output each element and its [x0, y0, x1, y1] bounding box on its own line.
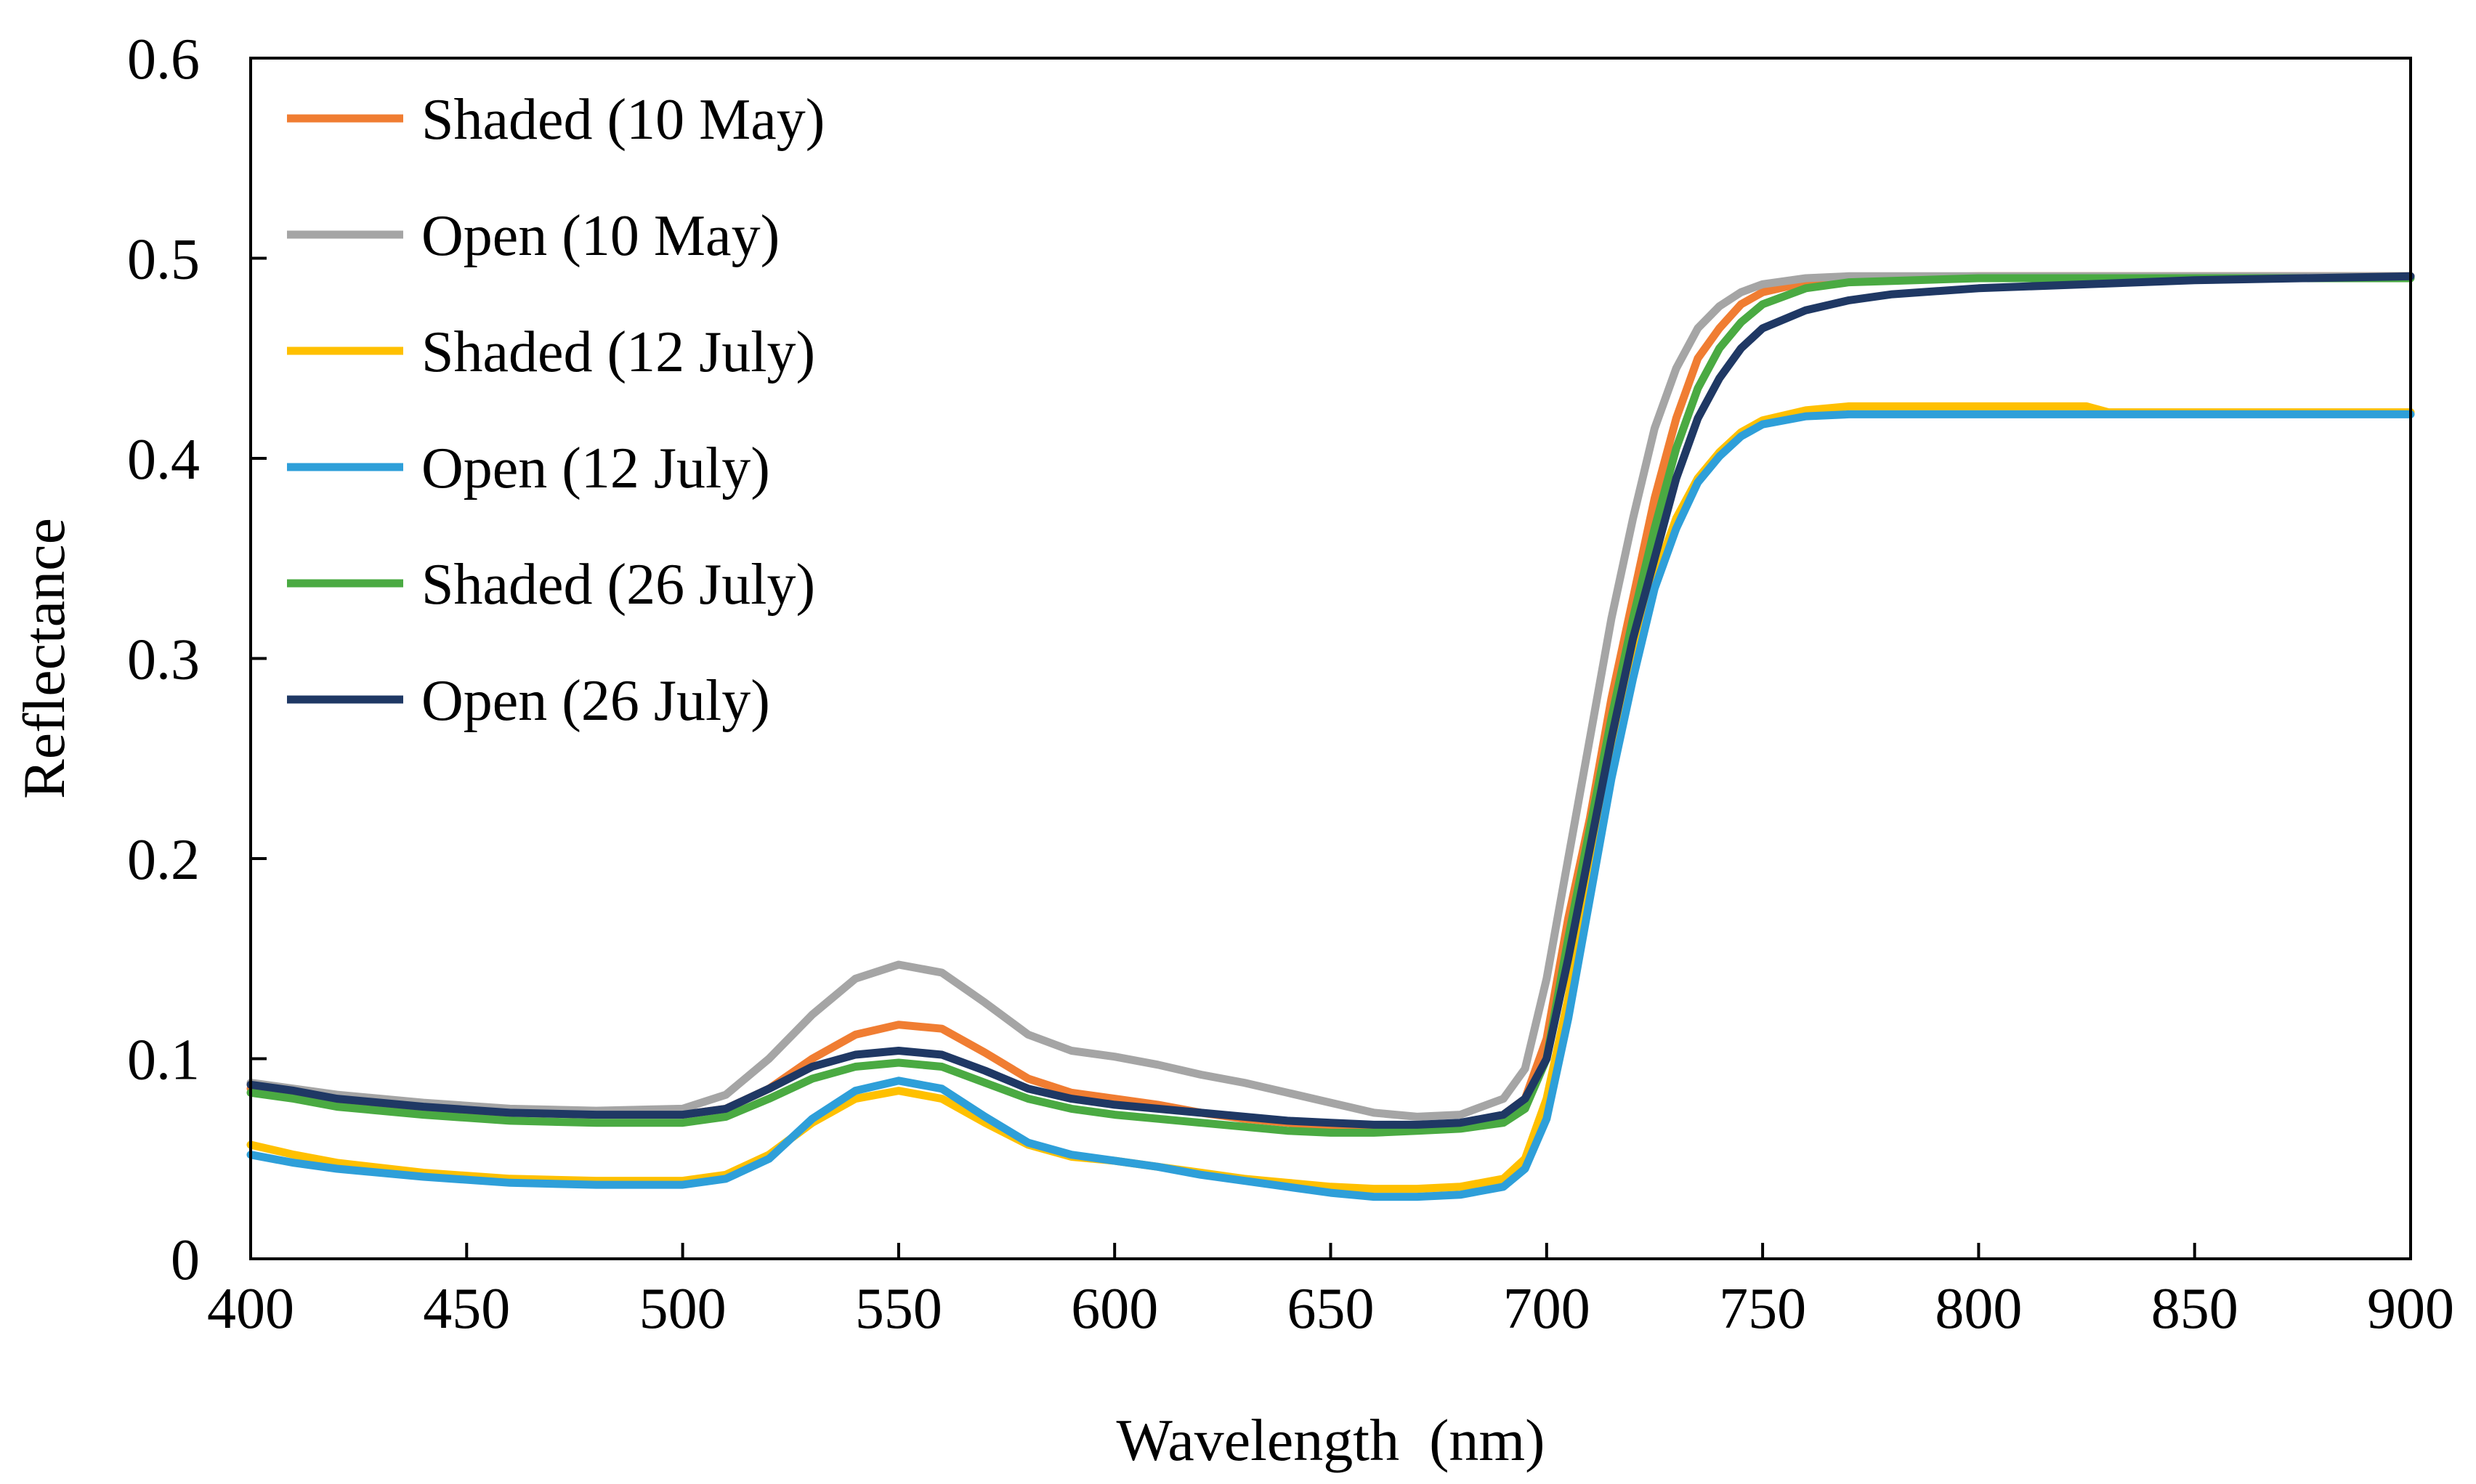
x-tick-label: 800	[1935, 1277, 2022, 1341]
legend-label: Open (26 July)	[421, 669, 770, 733]
legend-label: Shaded (26 July)	[421, 553, 815, 617]
y-axis-title: Reflectance	[11, 518, 77, 799]
y-tick-label: 0.3	[127, 628, 200, 692]
series-layer	[246, 272, 2415, 1201]
x-axis-title: Wavelength (nm)	[1117, 1407, 1545, 1473]
series-line-2	[246, 272, 2415, 1121]
x-tick-label: 650	[1287, 1277, 1375, 1341]
x-tick-label: 850	[2151, 1277, 2238, 1341]
series-line-4	[246, 410, 2415, 1201]
x-tick-label: 450	[423, 1277, 510, 1341]
series-line-5	[246, 274, 2415, 1137]
ticks-layer: 400 450 500 550 600 650 700 750 800 850 900 0 0.1 0.2…	[127, 28, 2454, 1341]
x-tick-label: 400	[207, 1277, 294, 1341]
y-tick-label: 0	[171, 1228, 200, 1292]
series-line-6	[246, 272, 2415, 1129]
x-tick-label: 750	[1719, 1277, 1806, 1341]
legend-label: Open (12 July)	[421, 437, 770, 500]
x-tick-label: 900	[2367, 1277, 2454, 1341]
legend-label: Shaded (10 May)	[421, 88, 825, 152]
legend-label: Shaded (12 July)	[421, 320, 815, 384]
x-tick-label: 500	[639, 1277, 727, 1341]
y-tick-label: 0.2	[127, 828, 200, 892]
x-tick-label: 550	[855, 1277, 942, 1341]
y-tick-label: 0.1	[127, 1029, 200, 1092]
x-tick-label: 700	[1503, 1277, 1590, 1341]
y-tick-label: 0.5	[127, 228, 200, 292]
legend-label: Open (10 May)	[421, 204, 780, 268]
y-tick-label: 0.4	[127, 428, 200, 492]
x-tick-label: 600	[1071, 1277, 1158, 1341]
legend: Shaded (10 May) Open (10 May) Shaded (12 J…	[287, 88, 825, 733]
y-tick-label: 0.6	[127, 28, 200, 92]
